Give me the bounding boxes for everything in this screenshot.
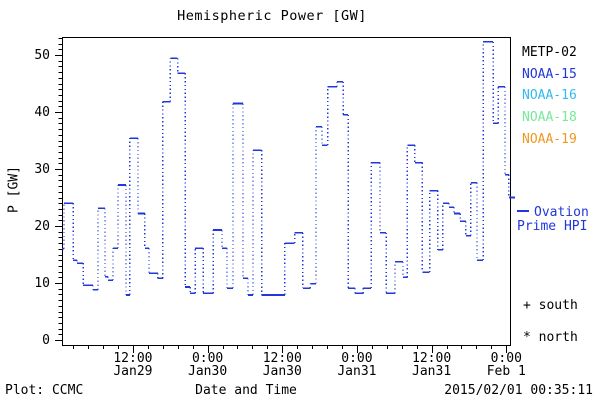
x-tick-label: 12:00 Jan30 [262, 351, 302, 379]
legend-item-noaa-16: NOAA-16 [522, 88, 577, 104]
plot-frame [62, 37, 511, 346]
y-tick-label: 20 [34, 218, 50, 234]
legend-item-noaa-18: NOAA-18 [522, 110, 577, 126]
legend-item-metp-02: METP-02 [522, 45, 577, 60]
series-legend-line2: Prime HPI [517, 219, 588, 234]
x-tick-label: 0:00 Jan31 [337, 351, 377, 379]
series-legend-line1: Ovation [517, 206, 599, 220]
x-tick-label: 0:00 Feb 1 [486, 351, 526, 379]
x-tick-label: 12:00 Jan29 [113, 351, 153, 379]
line-sample-icon [517, 210, 529, 212]
x-tick-label: 12:00 Jan31 [412, 351, 452, 379]
plot-credit: Plot: CCMC [5, 383, 84, 398]
plus-icon: + [523, 298, 531, 313]
timestamp: 2015/02/01 00:35:11 [444, 383, 593, 398]
y-tick-label: 30 [34, 161, 50, 177]
asterisk-icon: * [523, 330, 531, 345]
y-tick-label: 40 [34, 104, 50, 120]
legend-item-noaa-15: NOAA-15 [522, 66, 577, 82]
marker-north: * north [523, 330, 578, 345]
y-axis-title: P [GW] [6, 166, 22, 213]
legend-item-noaa-19: NOAA-19 [522, 131, 577, 147]
x-axis-title: Date and Time [195, 383, 297, 398]
marker-south: + south [523, 298, 578, 313]
y-tick-label: 10 [34, 275, 50, 291]
chart-title: Hemispheric Power [GW] [177, 8, 367, 24]
y-tick-label: 0 [42, 332, 50, 348]
y-tick-label: 50 [34, 47, 50, 63]
series-legend: Ovation Prime HPI [517, 206, 599, 234]
x-tick-label: 0:00 Jan30 [188, 351, 228, 379]
